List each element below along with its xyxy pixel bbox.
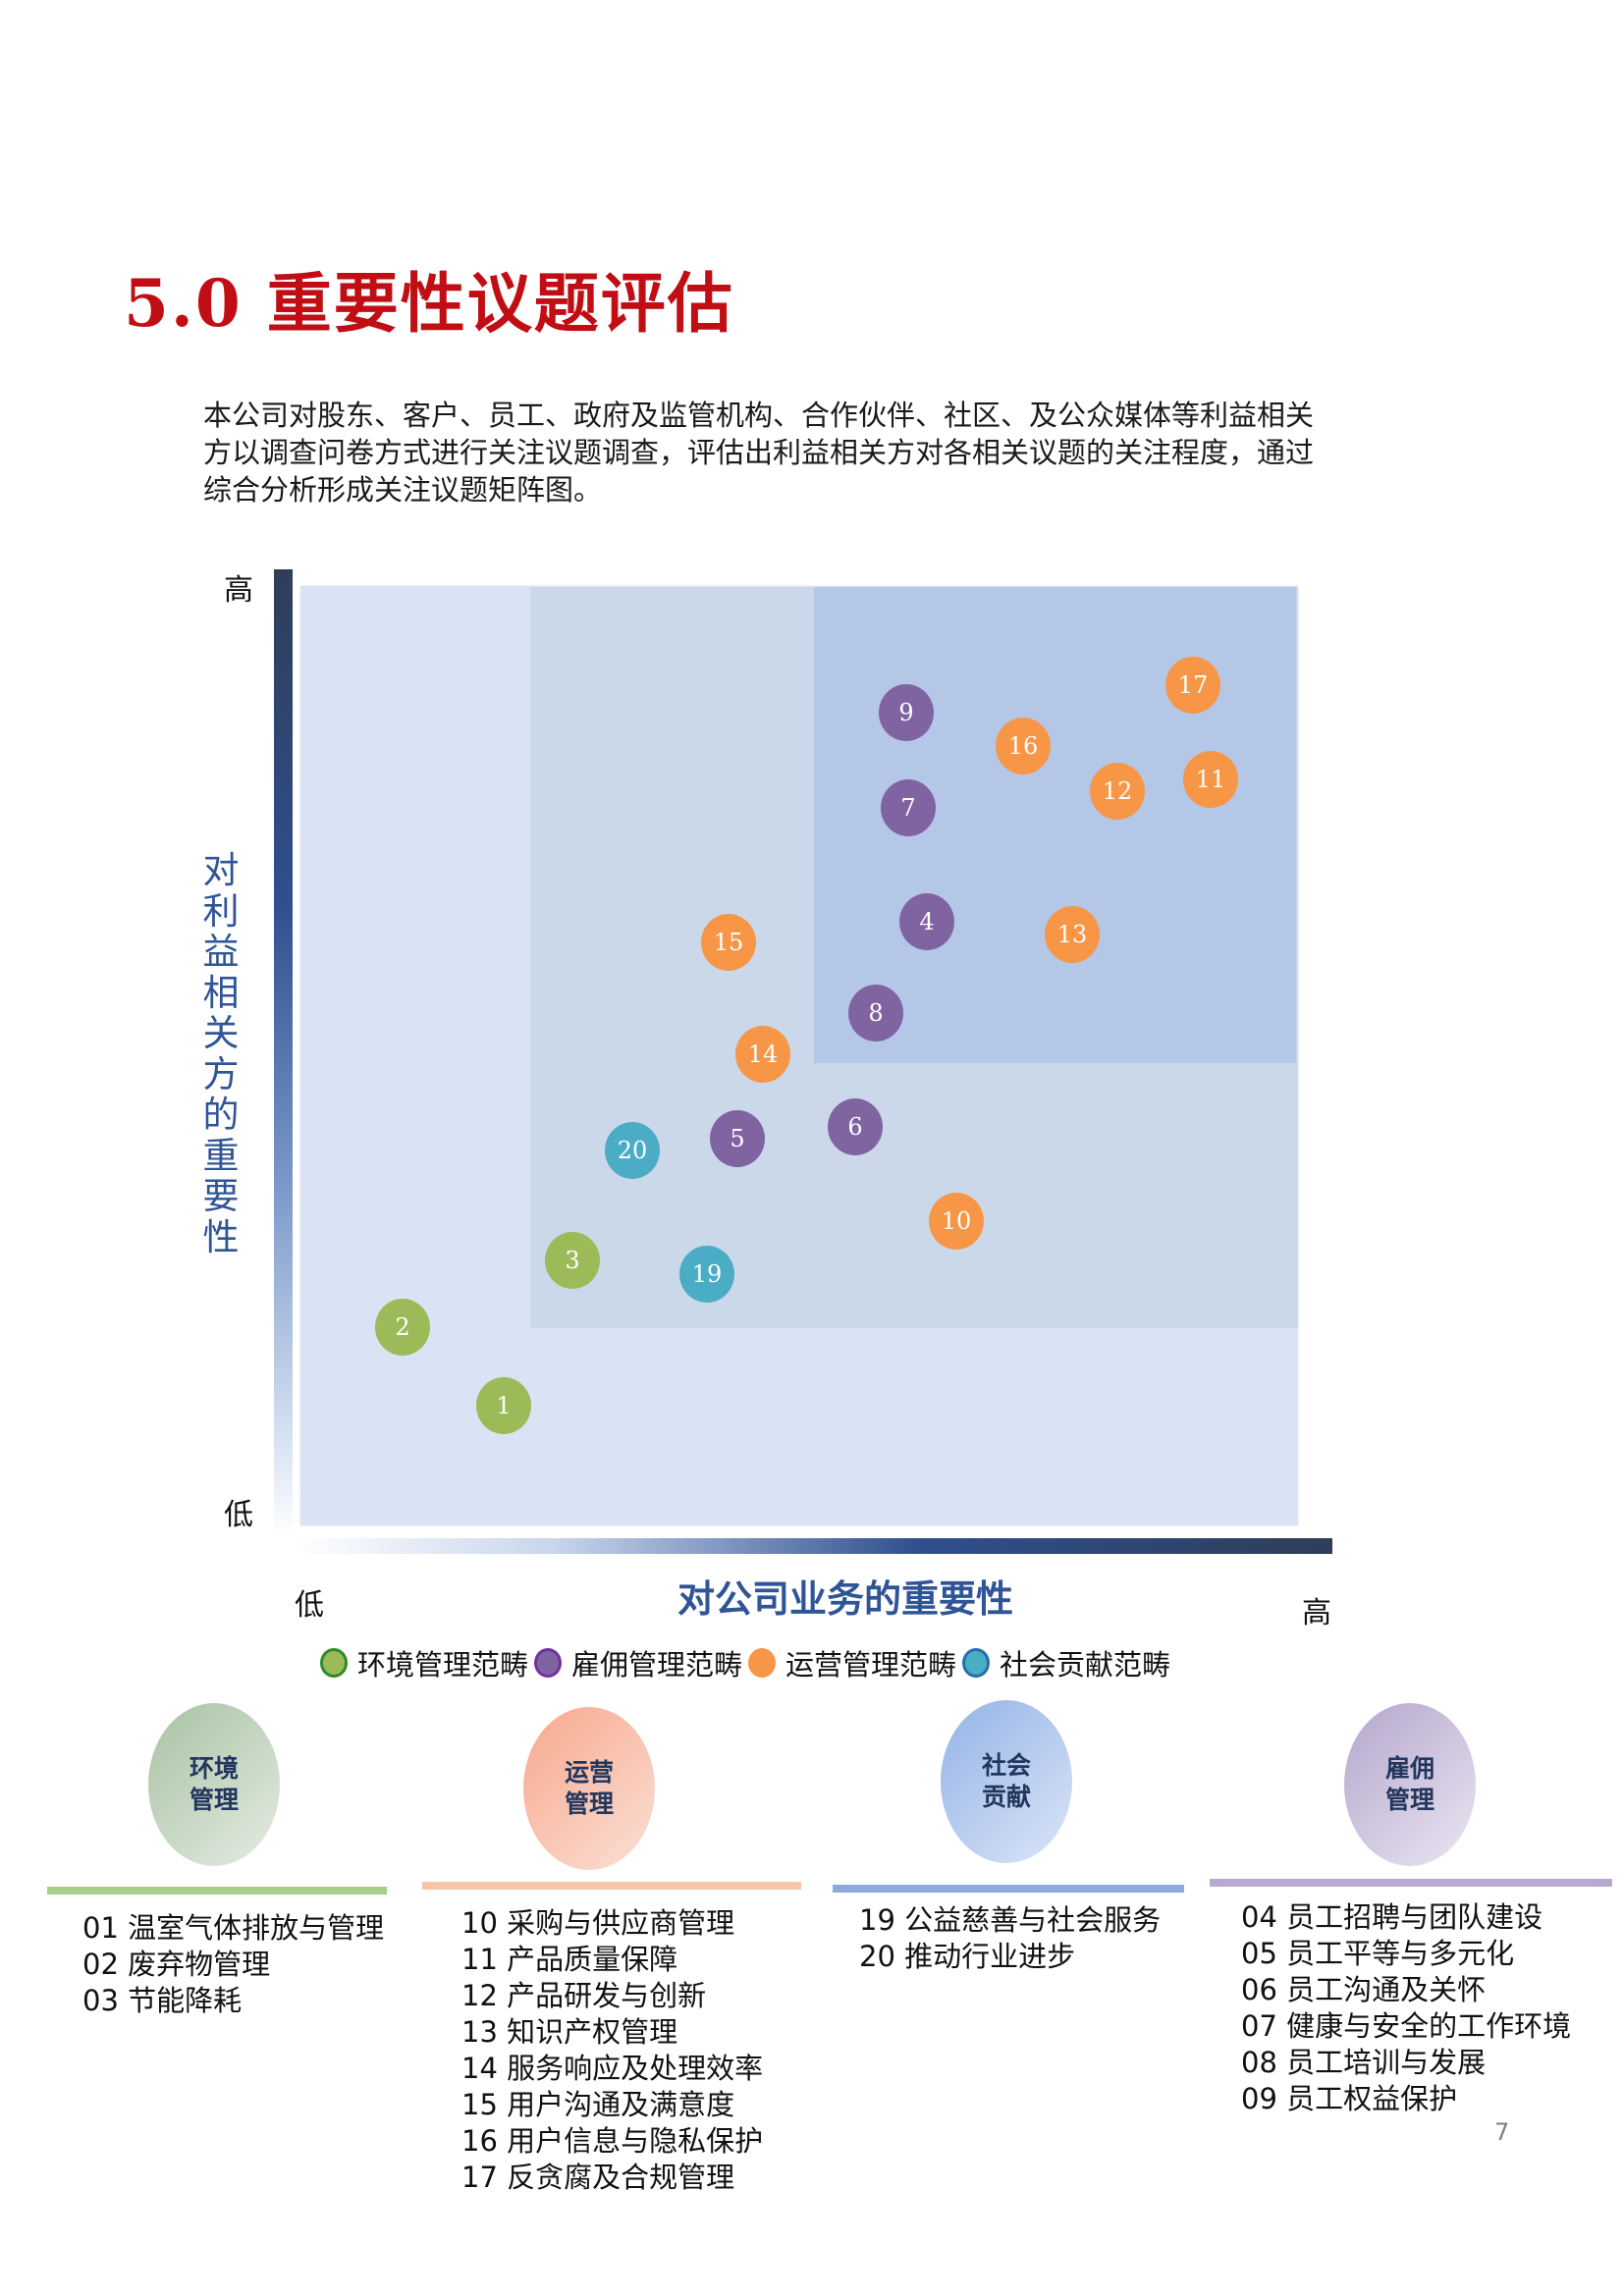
legend-label: 环境管理范畴 [357,1648,529,1682]
topic-point-7: 7 [881,779,936,836]
category-list-ops: 10 采购与供应商管理 11 产品质量保障 12 产品研发与创新 13 知识产权管理 1… [461,1905,763,2196]
topic-list-item: 10 采购与供应商管理 [461,1906,735,1940]
topic-point-15: 15 [701,914,756,971]
topic-list-item: 05 员工平等与多元化 [1241,1937,1515,1970]
topic-list-item: 07 健康与安全的工作环境 [1241,2009,1572,2043]
category-badge-text: 雇佣 [1384,1754,1435,1783]
orange-circle-icon [748,1648,777,1678]
category-list-env: 01 温室气体排放与管理 02 废弃物管理 03 节能降耗 [82,1910,384,2019]
topic-list-item: 15 用户沟通及满意度 [461,2088,735,2121]
topic-list-item: 12 产品研发与创新 [461,1979,707,2012]
topic-point-10: 10 [929,1193,984,1250]
category-list-employ: 04 员工招聘与团队建设 05 员工平等与多元化 06 员工沟通及关怀 07 健康与安… [1241,1899,1571,2117]
topic-list-item: 17 反贪腐及合规管理 [461,2161,735,2194]
category-divider-social [833,1885,1184,1893]
y-axis-title: 对 利 益 相 关 方 的 重 要 性 [199,850,243,1257]
legend-item-env: 环境管理范畴 [320,1642,528,1683]
category-divider-env [47,1887,387,1895]
topic-list-item: 09 员工权益保护 [1241,2082,1458,2115]
legend-label: 雇佣管理范畴 [571,1648,743,1682]
topic-point-19: 19 [679,1246,734,1303]
topic-point-5: 5 [710,1110,765,1167]
y-axis-high-label: 高 [224,573,253,608]
topic-point-20: 20 [605,1122,660,1179]
topic-list-item: 02 废弃物管理 [82,1948,271,1981]
y-axis-title-char: 要 [202,1175,240,1217]
category-badge-text: 管理 [564,1789,614,1818]
intro-line: 综合分析形成关注议题矩阵图。 [203,473,603,507]
y-axis-title-char: 益 [202,931,240,973]
topic-list-item: 11 产品质量保障 [461,1943,678,1976]
topic-point-8: 8 [848,985,903,1041]
topic-point-2: 2 [375,1299,430,1356]
y-axis-title-char: 方 [202,1052,240,1095]
y-axis-title-char: 关 [202,1012,240,1054]
topic-list-item: 14 服务响应及处理效率 [461,2052,764,2085]
intro-paragraph: 本公司对股东、客户、员工、政府及监管机构、合作伙伴、社区、及公众媒体等利益相关 … [203,397,1401,508]
category-badge-text: 管理 [189,1786,239,1814]
topic-list-item: 13 知识产权管理 [461,2015,678,2049]
topic-point-16: 16 [996,718,1051,774]
x-axis-low-label: 低 [295,1588,324,1623]
x-axis-high-label: 高 [1302,1596,1331,1630]
page-number: 7 [1494,2118,1510,2146]
y-axis-gradient-bar [274,569,293,1536]
y-axis-title-char: 对 [202,849,240,891]
topic-list-item: 16 用户信息与隐私保护 [461,2124,764,2158]
x-axis-title: 对公司业务的重要性 [677,1577,1014,1621]
legend-item-social: 社会贡献范畴 [962,1642,1170,1683]
topic-list-item: 06 员工沟通及关怀 [1241,1973,1487,2006]
topic-list-item: 08 员工培训与发展 [1241,2046,1487,2079]
legend-label: 运营管理范畴 [785,1648,957,1682]
category-divider-employ [1210,1879,1612,1887]
topic-list-item: 03 节能降耗 [82,1984,243,2017]
y-axis-title-char: 相 [202,971,240,1014]
chart-legend: 环境管理范畴 雇佣管理范畴 运营管理范畴 社会贡献范畴 [320,1642,1176,1683]
legend-label: 社会贡献范畴 [1000,1648,1171,1682]
topic-point-12: 12 [1090,763,1145,820]
y-axis-title-char: 利 [202,889,240,933]
topic-point-6: 6 [828,1098,883,1155]
category-badge-social: 社会 贡献 [941,1700,1072,1863]
topic-point-13: 13 [1045,906,1100,963]
x-axis-gradient-bar [295,1538,1332,1554]
category-divider-ops [422,1882,801,1890]
intro-line: 本公司对股东、客户、员工、政府及监管机构、合作伙伴、社区、及公众媒体等利益相关 [203,399,1315,432]
category-list-social: 19 公益慈善与社会服务 20 推动行业进步 [859,1902,1161,1975]
topic-list-item: 04 员工招聘与团队建设 [1241,1900,1543,1934]
legend-item-ops: 运营管理范畴 [748,1642,956,1683]
intro-line: 方以调查问卷方式进行关注议题调查，评估出利益相关方对各相关议题的关注程度，通过 [203,436,1315,469]
topic-point-11: 11 [1183,751,1238,808]
category-badge-text: 管理 [1384,1786,1435,1814]
topic-list-item: 20 推动行业进步 [859,1940,1076,1973]
blue-circle-icon [962,1648,991,1678]
topic-point-3: 3 [545,1232,600,1289]
category-badge-text: 社会 [981,1751,1031,1780]
topic-point-17: 17 [1165,657,1220,714]
topic-point-1: 1 [476,1377,531,1434]
category-badge-employ: 雇佣 管理 [1344,1703,1476,1866]
category-badge-text: 贡献 [981,1783,1031,1811]
topic-point-4: 4 [899,893,954,950]
category-badge-env: 环境 管理 [148,1703,280,1866]
topic-point-9: 9 [879,684,934,741]
y-axis-title-char: 性 [202,1215,240,1258]
y-axis-title-char: 重 [202,1134,240,1177]
topic-list-item: 19 公益慈善与社会服务 [859,1903,1162,1937]
legend-item-employ: 雇佣管理范畴 [534,1642,742,1683]
topic-point-14: 14 [735,1026,790,1083]
purple-circle-icon [534,1648,563,1678]
y-axis-low-label: 低 [224,1498,253,1532]
y-axis-title-char: 的 [202,1094,240,1136]
page-title: 5.0 重要性议题评估 [124,265,734,342]
topic-list-item: 01 温室气体排放与管理 [82,1911,385,1945]
category-badge-ops: 运营 管理 [523,1707,655,1870]
green-circle-icon [320,1648,348,1678]
category-badge-text: 环境 [189,1754,239,1783]
category-badge-text: 运营 [564,1758,614,1787]
